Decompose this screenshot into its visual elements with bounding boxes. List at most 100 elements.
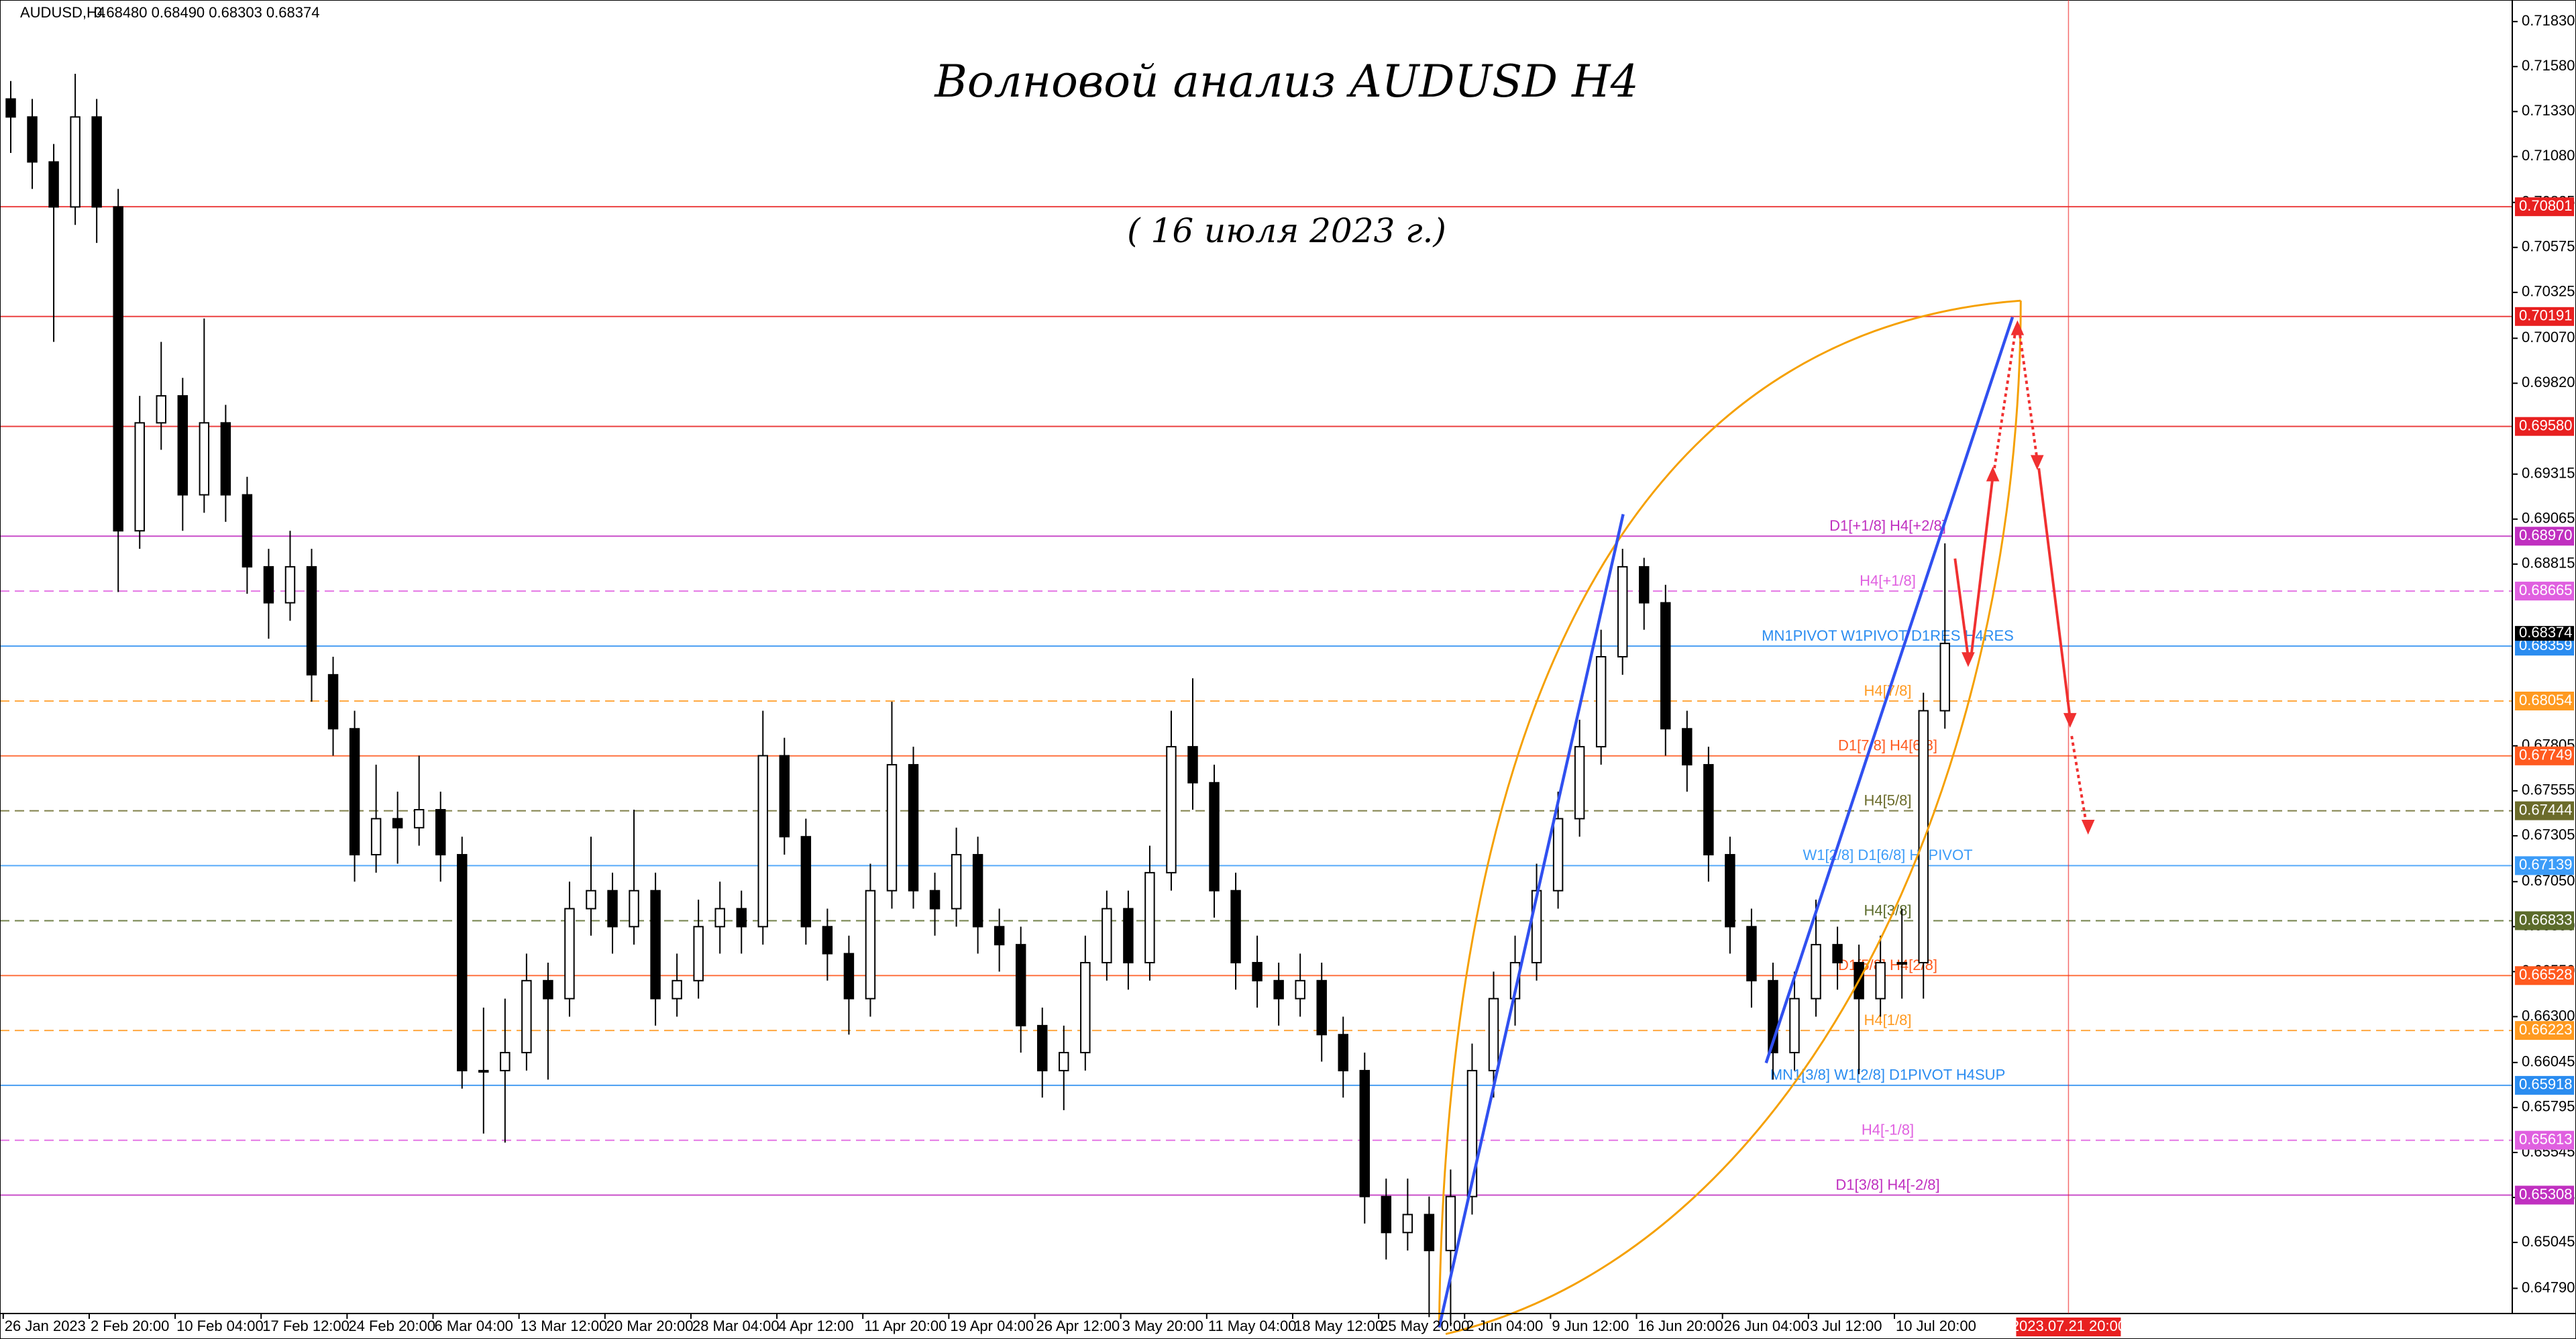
- candle-body: [1660, 602, 1671, 730]
- candle-body: [543, 979, 553, 1000]
- y-tick-label: 0.69820: [2522, 374, 2575, 390]
- candle-body: [1359, 1069, 1371, 1197]
- x-tick-label: 10 Jul 20:00: [1896, 1318, 1976, 1334]
- x-tick-label: 2 Feb 20:00: [91, 1318, 169, 1334]
- candle-body: [1725, 854, 1735, 928]
- candle-body: [1059, 1052, 1069, 1071]
- x-tick-label: 28 Mar 04:00: [692, 1318, 780, 1334]
- candle-body: [48, 161, 59, 208]
- candle-body: [1896, 961, 1907, 965]
- candle-body: [629, 890, 639, 928]
- candle-body: [1230, 890, 1241, 963]
- candle-body: [435, 808, 446, 856]
- x-tick-label: 13 Mar 12:00: [521, 1318, 608, 1334]
- level-text: D1[3/8] H4[-2/8]: [1835, 1176, 1939, 1193]
- candle-body: [457, 854, 468, 1071]
- level-text: H4[5/8]: [1864, 792, 1912, 808]
- candle-body: [822, 926, 833, 955]
- level-label-box: [2515, 856, 2574, 875]
- arrow-heads: [1962, 320, 2095, 835]
- x-tick-label: 19 Apr 04:00: [950, 1318, 1034, 1334]
- drawings: [1438, 299, 2095, 1336]
- candle-body: [500, 1052, 511, 1071]
- arrow-head: [2063, 712, 2077, 728]
- candle-body: [91, 116, 102, 208]
- level-label-box: [2515, 966, 2574, 985]
- level-label: 0.65918: [2519, 1076, 2573, 1093]
- candle-body: [1595, 656, 1607, 748]
- y-tick-label: 0.71830: [2522, 12, 2575, 29]
- arrow-head: [2030, 455, 2044, 470]
- candle-body: [306, 566, 317, 676]
- candle-body: [70, 116, 80, 208]
- candle-body: [1015, 944, 1026, 1026]
- candle-body: [1703, 763, 1714, 856]
- candle-body: [220, 422, 231, 496]
- arrow-head: [2081, 820, 2095, 835]
- arrow: [1953, 558, 1970, 657]
- level-label-box: [2515, 417, 2574, 436]
- candle-body: [156, 395, 166, 424]
- level-text: MN1[3/8] W1[2/8] D1PIVOT H4SUP: [1770, 1067, 2006, 1083]
- level-label-box: [2515, 1075, 2574, 1095]
- candle-body: [714, 908, 725, 928]
- last-price-label: 0.68374: [2519, 624, 2573, 641]
- level-label: 0.65308: [2519, 1185, 2573, 1202]
- candle-body: [1939, 643, 1950, 712]
- candle-body: [586, 890, 596, 910]
- level-label-box: [2515, 582, 2574, 601]
- y-tick-label: 0.66300: [2522, 1007, 2575, 1024]
- candle-body: [1789, 998, 1800, 1054]
- x-tick-label: 3 Jul 12:00: [1810, 1318, 1882, 1334]
- y-tick-label: 0.68815: [2522, 555, 2575, 572]
- chart-title: Волновой анализ AUDUSD H4: [934, 56, 1638, 107]
- y-tick-label: 0.65795: [2522, 1098, 2575, 1115]
- arrow-head: [1962, 652, 1975, 667]
- arc-lower: [1445, 301, 2022, 1336]
- chart-subtitle: ( 16 июля 2023 г.): [1127, 211, 1446, 250]
- candle-body: [113, 206, 123, 532]
- candle-body: [177, 395, 189, 496]
- level-text: MN1PIVOT W1PIVOT D1RES H4RES: [1762, 627, 2014, 644]
- level-label: 0.68054: [2519, 692, 2573, 708]
- candle-body: [349, 728, 360, 856]
- candle-body: [800, 836, 812, 928]
- candle-body: [263, 566, 274, 604]
- arrow: [2037, 468, 2072, 718]
- candle-body: [1682, 728, 1693, 765]
- x-tick-label: 9 Jun 12:00: [1552, 1318, 1629, 1334]
- level-label: 0.69580: [2519, 417, 2573, 433]
- candle-body: [1252, 961, 1263, 981]
- candle-body: [865, 890, 876, 1000]
- candle-body: [736, 908, 747, 928]
- candle-body: [1424, 1214, 1435, 1252]
- candle-body: [908, 763, 919, 892]
- y-tick-label: 0.70070: [2522, 329, 2575, 345]
- y-tick-label: 0.71330: [2522, 102, 2575, 119]
- level-label-box: [2515, 1130, 2574, 1150]
- candle-body: [1381, 1195, 1392, 1234]
- level-label-box: [2515, 1021, 2574, 1040]
- level-text: H4[1/8]: [1864, 1012, 1912, 1028]
- candle-body: [1080, 961, 1091, 1054]
- level-label: 0.65613: [2519, 1131, 2573, 1148]
- y-tick-label: 0.65045: [2522, 1233, 2575, 1250]
- y-tick-label: 0.71580: [2522, 57, 2575, 74]
- candle-body: [1144, 871, 1155, 963]
- level-text: H4[-1/8]: [1862, 1122, 1914, 1138]
- candle-body: [1509, 961, 1521, 1000]
- candle-body: [929, 890, 941, 910]
- candle-body: [413, 808, 425, 828]
- x-tick-label: 26 Jan 2023: [5, 1318, 86, 1334]
- candle-body: [1338, 1034, 1348, 1071]
- candle-body: [199, 422, 210, 496]
- level-label: 0.70191: [2519, 307, 2573, 324]
- candle-body: [1552, 818, 1564, 892]
- arc-upper: [1438, 299, 2021, 1328]
- candle-body: [478, 1069, 489, 1073]
- candle-body: [392, 818, 403, 828]
- candle-body: [1273, 979, 1284, 1000]
